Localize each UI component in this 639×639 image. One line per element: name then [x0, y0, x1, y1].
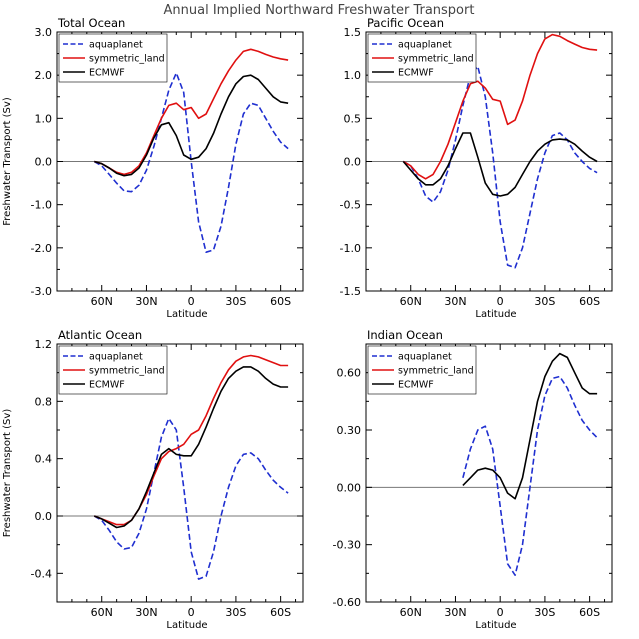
legend-label: aquaplanet	[398, 352, 452, 363]
y-tick-label: 0.00	[337, 481, 362, 494]
y-tick-label: 1.0	[35, 112, 53, 125]
series-line-ecmwf	[94, 74, 289, 177]
panel-title: Indian Ocean	[367, 328, 443, 342]
x-tick-label: 60S	[579, 606, 600, 619]
legend: aquaplanet symmetric_land ECMWF	[367, 345, 477, 395]
x-tick-label: 30N	[135, 295, 157, 308]
y-tick-label: 0.0	[35, 156, 53, 169]
x-tick-label: 0	[188, 606, 195, 619]
x-tick-label: 30S	[534, 606, 555, 619]
x-tick-label: 60N	[91, 295, 113, 308]
y-tick-label: 0.0	[344, 156, 362, 169]
series-line-aquaplanet	[93, 417, 289, 580]
legend-label: ECMWF	[398, 380, 434, 391]
y-tick-label: -0.60	[333, 596, 361, 609]
x-tick-label: 30N	[444, 606, 466, 619]
legend-label: ECMWF	[89, 380, 125, 391]
y-tick-label: -0.5	[340, 199, 361, 212]
y-tick-label: 1.2	[35, 338, 53, 351]
y-tick-label: -1.0	[31, 199, 52, 212]
legend-label: symmetric_land	[89, 54, 165, 65]
x-tick-label: 0	[188, 295, 195, 308]
y-axis-title: Freshwater Transport (Sv)	[2, 97, 13, 226]
series-line-aquaplanet	[93, 72, 289, 253]
x-tick-label: 30N	[444, 295, 466, 308]
series-line-ecmwf	[402, 132, 598, 197]
y-tick-label: 3.0	[35, 26, 53, 39]
plot-frame	[365, 343, 613, 603]
x-axis-title: Latitude	[475, 620, 516, 631]
series-line-aquaplanet	[462, 375, 598, 576]
y-tick-label: -0.4	[31, 567, 52, 580]
x-axis-title: Latitude	[166, 620, 207, 631]
series-line-symmetric-land	[402, 33, 598, 180]
panel-title: Pacific Ocean	[367, 16, 444, 30]
y-tick-label: -2.0	[31, 242, 52, 255]
y-tick-label: 1.5	[344, 26, 362, 39]
y-axis-title: Freshwater Transport (Sv)	[2, 409, 13, 538]
x-tick-label: 30S	[225, 295, 246, 308]
x-axis-title: Latitude	[475, 309, 516, 320]
y-tick-label: -1.5	[340, 285, 361, 298]
panel-title: Total Ocean	[57, 16, 125, 30]
y-tick-label: -3.0	[31, 285, 52, 298]
legend-label: symmetric_land	[89, 366, 165, 377]
x-tick-label: 60S	[270, 295, 291, 308]
x-tick-label: 60N	[400, 606, 422, 619]
series-line-symmetric-land	[94, 48, 289, 176]
y-tick-label: -1.0	[340, 242, 361, 255]
x-tick-label: 30S	[225, 606, 246, 619]
legend: aquaplanet symmetric_land ECMWF	[367, 33, 477, 83]
panel-4: Indian Ocean 60N 30N 0 30S 60S -0.60 -0.30 0.00 0…	[333, 328, 613, 631]
legend-label: aquaplanet	[89, 40, 143, 51]
legend: aquaplanet symmetric_land ECMWF	[58, 33, 168, 83]
y-tick-label: 0.60	[337, 367, 362, 380]
legend-label: ECMWF	[89, 68, 125, 79]
panel-3: Atlantic Ocean 60N 30N 0 30S 60S -0.4 0.0 0.4 0.8…	[2, 328, 304, 631]
plot-frame	[56, 343, 304, 603]
panel-1: Total Ocean 60N 30N 0 30S 60S -3.0 -2.0 -1.0 0.0 1…	[2, 16, 304, 320]
legend-label: symmetric_land	[398, 366, 474, 377]
x-tick-label: 60N	[400, 295, 422, 308]
y-tick-label: 0.5	[344, 112, 362, 125]
y-tick-label: 0.8	[35, 395, 53, 408]
panel-title: Atlantic Ocean	[58, 328, 142, 342]
y-tick-label: 2.0	[35, 69, 53, 82]
y-tick-label: 0.4	[35, 453, 53, 466]
legend-label: aquaplanet	[398, 40, 452, 51]
x-tick-label: 0	[497, 606, 504, 619]
series-line-aquaplanet	[402, 65, 598, 269]
series-line-ecmwf	[94, 366, 289, 529]
x-tick-label: 60N	[91, 606, 113, 619]
y-tick-label: 0.0	[35, 510, 53, 523]
chart-panels: Total Ocean 60N 30N 0 30S 60S -3.0 -2.0 -1.0 0.0 1…	[2, 16, 613, 631]
y-tick-label: -0.30	[333, 539, 361, 552]
figure-title: Annual Implied Northward Freshwater Tran…	[164, 3, 475, 18]
x-tick-label: 60S	[579, 295, 600, 308]
x-tick-label: 0	[497, 295, 504, 308]
x-axis-title: Latitude	[166, 309, 207, 320]
legend-label: symmetric_land	[398, 54, 474, 65]
legend: aquaplanet symmetric_land ECMWF	[58, 345, 168, 395]
legend-label: ECMWF	[398, 68, 434, 79]
y-tick-label: 0.30	[337, 424, 362, 437]
legend-label: aquaplanet	[89, 352, 143, 363]
x-tick-label: 30S	[534, 295, 555, 308]
x-tick-label: 30N	[135, 606, 157, 619]
series-line-ecmwf	[462, 352, 598, 500]
x-tick-label: 60S	[270, 606, 291, 619]
y-tick-label: 1.0	[344, 69, 362, 82]
panel-2: Pacific Ocean 60N 30N 0 30S 60S -1.5 -1.0 -0.5 0.…	[340, 16, 613, 320]
